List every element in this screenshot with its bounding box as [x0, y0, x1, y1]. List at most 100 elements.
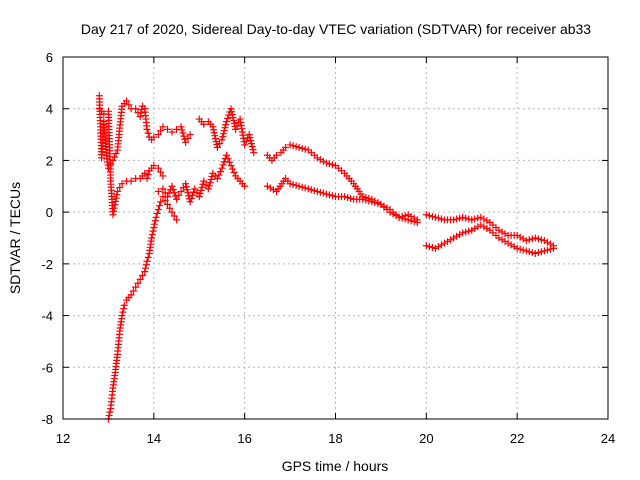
- data-point: [522, 237, 530, 245]
- data-point: [188, 191, 196, 199]
- data-point: [272, 151, 280, 159]
- data-point: [163, 125, 171, 133]
- data-point: [182, 138, 190, 146]
- data-point: [328, 192, 336, 200]
- data-point: [480, 223, 488, 231]
- data-point: [516, 233, 524, 241]
- data-point: [537, 236, 545, 244]
- data-point: [242, 137, 250, 145]
- data-point: [163, 193, 171, 201]
- data-point: [111, 201, 119, 209]
- data-point: [292, 143, 300, 151]
- data-point: [144, 171, 152, 179]
- data-point: [471, 215, 479, 223]
- data-point: [301, 184, 309, 192]
- data-point: [528, 249, 536, 257]
- data-point: [218, 136, 226, 144]
- data-point: [325, 191, 333, 199]
- data-point: [501, 237, 509, 245]
- data-point: [157, 168, 165, 176]
- data-point: [187, 195, 195, 203]
- data-point: [151, 220, 159, 228]
- data-point: [528, 235, 536, 243]
- data-point: [519, 235, 527, 243]
- data-point: [152, 213, 160, 221]
- data-point: [149, 227, 157, 235]
- data-point: [143, 125, 151, 133]
- data-point: [211, 132, 219, 140]
- data-point: [292, 181, 300, 189]
- data-point: [196, 190, 204, 198]
- data-point: [462, 214, 470, 222]
- data-point: [304, 185, 312, 193]
- data-point: [269, 186, 277, 194]
- data-point: [120, 301, 128, 309]
- data-point: [322, 190, 330, 198]
- data-point: [313, 187, 321, 195]
- data-point: [313, 154, 321, 162]
- data-point: [434, 243, 442, 251]
- data-point: [289, 181, 297, 189]
- data-point: [168, 208, 176, 216]
- data-point: [144, 129, 152, 137]
- data-point: [224, 155, 232, 163]
- data-point: [474, 214, 482, 222]
- data-point: [159, 185, 167, 193]
- data-point: [229, 114, 237, 122]
- data-point: [483, 217, 491, 225]
- data-point: [374, 200, 382, 208]
- data-point: [301, 145, 309, 153]
- data-point: [113, 191, 121, 199]
- data-point: [157, 127, 165, 135]
- data-point: [249, 146, 257, 154]
- data-point: [450, 216, 458, 224]
- data-point: [310, 187, 318, 195]
- data-point: [241, 141, 249, 149]
- data-point: [190, 188, 198, 196]
- data-point: [344, 193, 352, 201]
- data-point: [150, 133, 158, 141]
- data-point: [319, 157, 327, 165]
- data-point: [144, 253, 152, 261]
- data-point: [504, 239, 512, 247]
- data-point: [453, 215, 461, 223]
- y-tick-label: 4: [46, 102, 53, 117]
- data-point: [247, 137, 255, 145]
- data-point: [222, 121, 230, 129]
- data-point: [157, 198, 165, 206]
- data-point: [212, 138, 220, 146]
- data-point: [498, 236, 506, 244]
- data-point: [150, 162, 158, 170]
- data-point: [513, 231, 521, 239]
- data-point: [204, 185, 212, 193]
- data-point: [316, 156, 324, 164]
- data-point: [116, 184, 124, 192]
- data-point: [216, 168, 224, 176]
- data-point: [477, 221, 485, 229]
- data-point: [125, 101, 133, 109]
- data-point: [118, 312, 126, 320]
- data-point: [230, 168, 238, 176]
- data-point: [534, 235, 542, 243]
- data-point: [141, 268, 149, 276]
- data-point: [250, 149, 258, 157]
- data-point: [182, 183, 190, 191]
- data-point: [199, 180, 207, 188]
- data-point: [151, 217, 159, 225]
- data-point: [480, 215, 488, 223]
- data-point: [163, 200, 171, 208]
- data-point: [525, 236, 533, 244]
- data-point: [383, 204, 391, 212]
- data-point: [148, 234, 156, 242]
- data-point: [510, 243, 518, 251]
- data-point: [537, 248, 545, 256]
- data-point: [534, 249, 542, 257]
- y-tick-label: -8: [41, 412, 53, 427]
- x-tick-label: 18: [328, 431, 342, 446]
- x-tick-label: 20: [419, 431, 433, 446]
- data-point: [289, 142, 297, 150]
- data-point: [177, 187, 185, 195]
- data-point: [540, 237, 548, 245]
- data-point: [210, 126, 218, 134]
- data-point: [359, 195, 367, 203]
